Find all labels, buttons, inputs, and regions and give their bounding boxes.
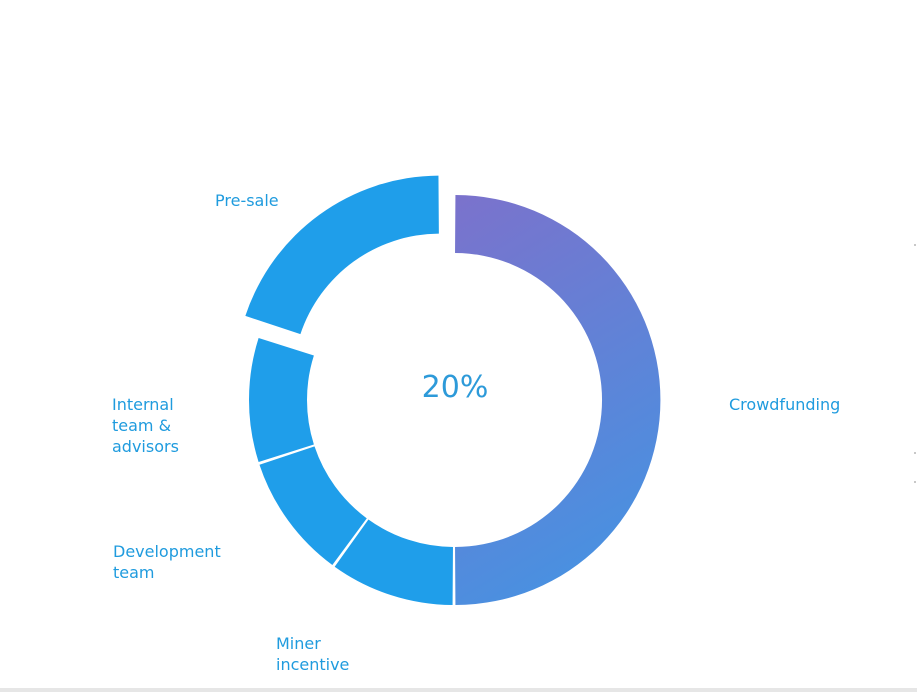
edge-tick-low xyxy=(914,481,916,483)
donut-segment-pre-sale xyxy=(245,175,439,335)
label-internal-team-advisors: Internal team & advisors xyxy=(112,394,179,457)
label-presale-line: Pre-sale xyxy=(215,191,279,210)
label-miner-line-2: incentive xyxy=(276,655,350,674)
label-development-team: Development team xyxy=(113,541,221,583)
label-internal-line-3: advisors xyxy=(112,437,179,456)
label-miner-incentive: Miner incentive xyxy=(276,633,349,675)
label-presale: Pre-sale xyxy=(215,190,279,211)
bottom-scroll-edge xyxy=(0,688,917,692)
donut-segment-internal-team-advisors xyxy=(249,338,314,462)
donut-segment-crowdfunding xyxy=(455,195,661,605)
label-development-line-2: team xyxy=(113,563,155,582)
center-value: 20% xyxy=(421,370,489,405)
label-internal-line-2: team & xyxy=(112,416,172,435)
edge-tick-mid xyxy=(914,452,916,454)
donut-segments xyxy=(245,175,661,605)
donut-segment-miner-incentive xyxy=(334,519,453,605)
edge-tick-top xyxy=(914,244,916,246)
label-internal-line-1: Internal xyxy=(112,395,174,414)
donut-segment-development-team xyxy=(259,446,367,565)
label-crowdfunding-line: Crowdfunding xyxy=(729,395,841,414)
label-miner-line-1: Miner xyxy=(276,634,321,653)
label-development-line-1: Development xyxy=(113,542,221,561)
label-crowdfunding: Crowdfunding xyxy=(729,394,840,415)
